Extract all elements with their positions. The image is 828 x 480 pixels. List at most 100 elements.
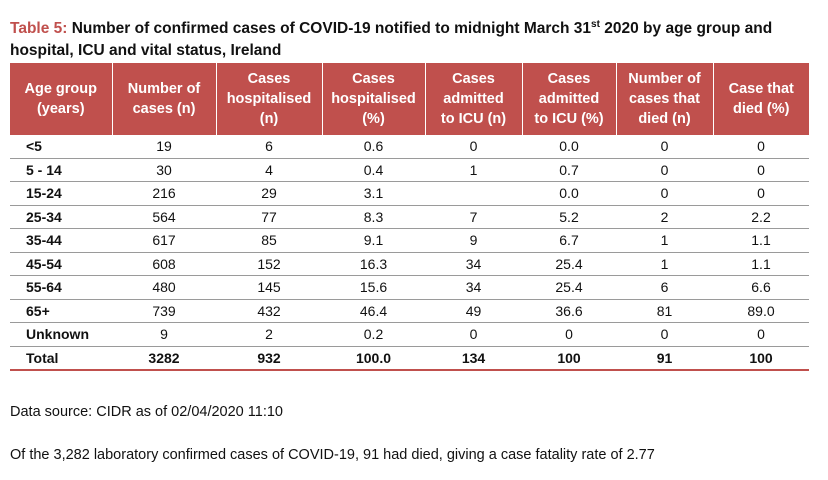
table-row: 35-44 617 85 9.1 9 6.7 1 1.1 xyxy=(10,228,809,253)
header-died-n: Number of cases that died (n) xyxy=(616,63,714,135)
cell-age-group: 25-34 xyxy=(10,205,112,229)
cell-icu-pct: 0.0 xyxy=(522,135,616,159)
case-fatality-note: Of the 3,282 laboratory confirmed cases … xyxy=(10,447,655,463)
cell-age-group: 35-44 xyxy=(10,228,112,253)
cell-died-n: 0 xyxy=(616,135,713,159)
cell-age-group: Unknown xyxy=(10,322,112,347)
cell-died-n: 0 xyxy=(616,322,713,347)
cell-age-group: <5 xyxy=(10,135,112,159)
cell-age-group: 5 - 14 xyxy=(10,158,112,182)
cell-icu-pct: 0 xyxy=(522,322,616,347)
table-row: 25-34 564 77 8.3 7 5.2 2 2.2 xyxy=(10,205,809,229)
cell-died-pct: 2.2 xyxy=(713,205,809,229)
cell-died-pct: 0 xyxy=(713,181,809,206)
total-cell-icu-pct: 100 xyxy=(522,346,616,371)
header-row: Age group (years) Number of cases (n) Ca… xyxy=(10,63,809,135)
table-caption-text-end: 2020 by age group and hospital, ICU and … xyxy=(10,20,773,59)
cell-hospitalised-n: 152 xyxy=(216,252,322,276)
total-cell-icu-n: 134 xyxy=(425,346,522,371)
cell-icu-pct: 36.6 xyxy=(522,299,616,323)
table-caption: Table 5: Number of confirmed cases of CO… xyxy=(10,18,810,62)
cell-number-of-cases: 30 xyxy=(112,158,216,182)
cell-icu-n xyxy=(425,181,522,206)
header-number-of-cases: Number of cases (n) xyxy=(112,63,217,135)
cell-died-pct: 0 xyxy=(713,135,809,159)
table-caption-superscript: st xyxy=(591,19,600,30)
cell-hospitalised-pct: 0.4 xyxy=(322,158,425,182)
header-age-group: Age group (years) xyxy=(10,63,113,135)
cell-died-pct: 6.6 xyxy=(713,275,809,300)
cell-hospitalised-n: 85 xyxy=(216,228,322,253)
cell-hospitalised-n: 29 xyxy=(216,181,322,206)
cell-icu-pct: 25.4 xyxy=(522,275,616,300)
total-cell-age-group: Total xyxy=(10,346,112,371)
header-cases-hospitalised-n: Cases hospitalised (n) xyxy=(216,63,323,135)
total-cell-died-pct: 100 xyxy=(713,346,809,371)
cell-icu-n: 1 xyxy=(425,158,522,182)
header-died-pct: Case that died (%) xyxy=(713,63,809,135)
total-cell-hospitalised-n: 932 xyxy=(216,346,322,371)
covid-cases-table: Age group (years) Number of cases (n) Ca… xyxy=(10,63,809,371)
cell-icu-pct: 5.2 xyxy=(522,205,616,229)
cell-died-n: 1 xyxy=(616,252,713,276)
cell-icu-pct: 0.0 xyxy=(522,181,616,206)
cell-number-of-cases: 608 xyxy=(112,252,216,276)
table-row: 15-24 216 29 3.1 0.0 0 0 xyxy=(10,181,809,206)
cell-hospitalised-pct: 9.1 xyxy=(322,228,425,253)
cell-age-group: 65+ xyxy=(10,299,112,323)
table-caption-label: Table 5: xyxy=(10,20,68,37)
cell-died-pct: 89.0 xyxy=(713,299,809,323)
total-cell-died-n: 91 xyxy=(616,346,713,371)
cell-hospitalised-pct: 8.3 xyxy=(322,205,425,229)
cell-hospitalised-n: 6 xyxy=(216,135,322,159)
table-row: 55-64 480 145 15.6 34 25.4 6 6.6 xyxy=(10,275,809,300)
cell-number-of-cases: 564 xyxy=(112,205,216,229)
data-source: Data source: CIDR as of 02/04/2020 11:10 xyxy=(10,404,283,420)
cell-died-pct: 0 xyxy=(713,322,809,347)
table-row: Unknown 9 2 0.2 0 0 0 0 xyxy=(10,322,809,347)
cell-died-pct: 0 xyxy=(713,158,809,182)
table-row: 5 - 14 30 4 0.4 1 0.7 0 0 xyxy=(10,158,809,182)
cell-hospitalised-pct: 0.6 xyxy=(322,135,425,159)
cell-died-n: 0 xyxy=(616,181,713,206)
total-cell-hospitalised-pct: 100.0 xyxy=(322,346,425,371)
cell-hospitalised-pct: 15.6 xyxy=(322,275,425,300)
cell-number-of-cases: 480 xyxy=(112,275,216,300)
cell-died-n: 6 xyxy=(616,275,713,300)
cell-icu-n: 49 xyxy=(425,299,522,323)
cell-hospitalised-n: 432 xyxy=(216,299,322,323)
cell-number-of-cases: 739 xyxy=(112,299,216,323)
cell-hospitalised-n: 2 xyxy=(216,322,322,347)
header-cases-hospitalised-pct: Cases hospitalised (%) xyxy=(322,63,426,135)
cell-icu-n: 9 xyxy=(425,228,522,253)
header-icu-pct: Cases admitted to ICU (%) xyxy=(522,63,617,135)
cell-icu-n: 0 xyxy=(425,135,522,159)
cell-hospitalised-pct: 3.1 xyxy=(322,181,425,206)
cell-died-n: 81 xyxy=(616,299,713,323)
cell-hospitalised-pct: 0.2 xyxy=(322,322,425,347)
cell-age-group: 45-54 xyxy=(10,252,112,276)
total-cell-number-of-cases: 3282 xyxy=(112,346,216,371)
cell-hospitalised-pct: 46.4 xyxy=(322,299,425,323)
cell-hospitalised-n: 145 xyxy=(216,275,322,300)
cell-icu-n: 0 xyxy=(425,322,522,347)
cell-died-n: 2 xyxy=(616,205,713,229)
cell-icu-n: 7 xyxy=(425,205,522,229)
cell-died-pct: 1.1 xyxy=(713,228,809,253)
cell-number-of-cases: 9 xyxy=(112,322,216,347)
cell-number-of-cases: 617 xyxy=(112,228,216,253)
cell-hospitalised-n: 4 xyxy=(216,158,322,182)
cell-icu-n: 34 xyxy=(425,275,522,300)
table-total-row: Total 3282 932 100.0 134 100 91 100 xyxy=(10,346,809,371)
cell-number-of-cases: 216 xyxy=(112,181,216,206)
table-row: 45-54 608 152 16.3 34 25.4 1 1.1 xyxy=(10,252,809,276)
cell-icu-pct: 6.7 xyxy=(522,228,616,253)
table-row: 65+ 739 432 46.4 49 36.6 81 89.0 xyxy=(10,299,809,323)
table-row: <5 19 6 0.6 0 0.0 0 0 xyxy=(10,135,809,159)
cell-died-n: 0 xyxy=(616,158,713,182)
header-icu-n: Cases admitted to ICU (n) xyxy=(425,63,523,135)
cell-died-n: 1 xyxy=(616,228,713,253)
cell-age-group: 55-64 xyxy=(10,275,112,300)
cell-hospitalised-pct: 16.3 xyxy=(322,252,425,276)
cell-age-group: 15-24 xyxy=(10,181,112,206)
